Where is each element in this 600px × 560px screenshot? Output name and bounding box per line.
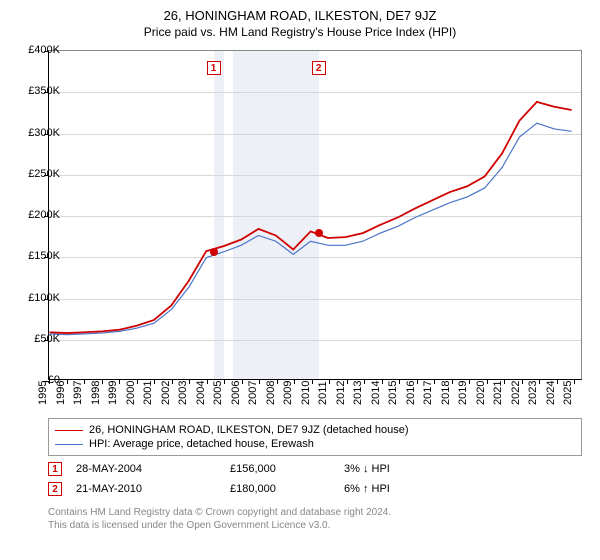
x-axis-label: 2005 bbox=[212, 381, 224, 405]
y-axis-label: £100K bbox=[28, 292, 60, 304]
sale-marker-on-chart: 1 bbox=[207, 61, 221, 75]
x-axis-label: 2018 bbox=[440, 381, 452, 405]
series-property bbox=[50, 102, 572, 333]
x-axis-label: 2001 bbox=[142, 381, 154, 405]
y-axis-label: £350K bbox=[28, 85, 60, 97]
chart-lines-svg bbox=[49, 51, 581, 379]
x-axis-label: 2022 bbox=[510, 381, 522, 405]
y-axis-label: £150K bbox=[28, 250, 60, 262]
x-axis-label: 2015 bbox=[387, 381, 399, 405]
sale-marker-1: 1 bbox=[48, 462, 62, 476]
x-axis-label: 2012 bbox=[335, 381, 347, 405]
sale-marker-2: 2 bbox=[48, 482, 62, 496]
title-area: 26, HONINGHAM ROAD, ILKESTON, DE7 9JZ Pr… bbox=[0, 0, 600, 39]
x-axis-label: 2010 bbox=[300, 381, 312, 405]
title-address: 26, HONINGHAM ROAD, ILKESTON, DE7 9JZ bbox=[0, 8, 600, 23]
x-axis-label: 2006 bbox=[230, 381, 242, 405]
legend-label-hpi: HPI: Average price, detached house, Erew… bbox=[89, 438, 314, 450]
sale-row-1: 1 28-MAY-2004 £156,000 3% ↓ HPI bbox=[48, 462, 582, 476]
x-axis-label: 2014 bbox=[370, 381, 382, 405]
legend-row-hpi: HPI: Average price, detached house, Erew… bbox=[55, 437, 575, 451]
x-axis-label: 1997 bbox=[72, 381, 84, 405]
x-axis-label: 2009 bbox=[282, 381, 294, 405]
legend-box: 26, HONINGHAM ROAD, ILKESTON, DE7 9JZ (d… bbox=[48, 418, 582, 456]
x-axis-label: 2013 bbox=[352, 381, 364, 405]
title-subtitle: Price paid vs. HM Land Registry's House … bbox=[0, 25, 600, 39]
sale-marker-on-chart: 2 bbox=[312, 61, 326, 75]
x-axis-label: 2021 bbox=[492, 381, 504, 405]
x-axis-label: 2024 bbox=[545, 381, 557, 405]
x-axis-label: 2011 bbox=[317, 381, 329, 405]
legend-and-footer: 26, HONINGHAM ROAD, ILKESTON, DE7 9JZ (d… bbox=[48, 418, 582, 532]
sale-row-2: 2 21-MAY-2010 £180,000 6% ↑ HPI bbox=[48, 482, 582, 496]
x-axis-label: 2003 bbox=[177, 381, 189, 405]
sale-date-2: 21-MAY-2010 bbox=[76, 483, 216, 495]
x-axis-label: 2020 bbox=[475, 381, 487, 405]
sale-point-dot bbox=[315, 229, 323, 237]
x-axis-label: 2007 bbox=[247, 381, 259, 405]
sale-price-1: £156,000 bbox=[230, 463, 330, 475]
x-axis-label: 2000 bbox=[125, 381, 137, 405]
legend-swatch-property bbox=[55, 430, 83, 431]
sale-date-1: 28-MAY-2004 bbox=[76, 463, 216, 475]
sale-delta-2: 6% ↑ HPI bbox=[344, 483, 444, 495]
y-axis-label: £200K bbox=[28, 209, 60, 221]
sale-delta-1: 3% ↓ HPI bbox=[344, 463, 444, 475]
y-axis-label: £50K bbox=[34, 333, 60, 345]
y-axis-label: £300K bbox=[28, 127, 60, 139]
y-axis-label: £400K bbox=[28, 44, 60, 56]
y-axis-label: £0 bbox=[48, 374, 60, 386]
footer-attribution: Contains HM Land Registry data © Crown c… bbox=[48, 506, 582, 532]
legend-label-property: 26, HONINGHAM ROAD, ILKESTON, DE7 9JZ (d… bbox=[89, 424, 409, 436]
x-axis-label: 2023 bbox=[527, 381, 539, 405]
footer-line-2: This data is licensed under the Open Gov… bbox=[48, 519, 582, 532]
sale-point-dot bbox=[210, 248, 218, 256]
x-axis-label: 2008 bbox=[265, 381, 277, 405]
legend-swatch-hpi bbox=[55, 444, 83, 445]
x-axis-label: 2016 bbox=[405, 381, 417, 405]
series-hpi bbox=[50, 123, 572, 335]
x-axis-label: 1998 bbox=[90, 381, 102, 405]
x-axis-label: 2004 bbox=[195, 381, 207, 405]
legend-row-property: 26, HONINGHAM ROAD, ILKESTON, DE7 9JZ (d… bbox=[55, 423, 575, 437]
x-axis-label: 2017 bbox=[422, 381, 434, 405]
x-axis-label: 2025 bbox=[562, 381, 574, 405]
x-axis-label: 2002 bbox=[160, 381, 172, 405]
chart-plot-area: 1995199619971998199920002001200220032004… bbox=[48, 50, 582, 380]
sale-price-2: £180,000 bbox=[230, 483, 330, 495]
x-axis-label: 2019 bbox=[457, 381, 469, 405]
footer-line-1: Contains HM Land Registry data © Crown c… bbox=[48, 506, 582, 519]
chart-container: 26, HONINGHAM ROAD, ILKESTON, DE7 9JZ Pr… bbox=[0, 0, 600, 560]
x-axis-label: 1999 bbox=[107, 381, 119, 405]
y-axis-label: £250K bbox=[28, 168, 60, 180]
